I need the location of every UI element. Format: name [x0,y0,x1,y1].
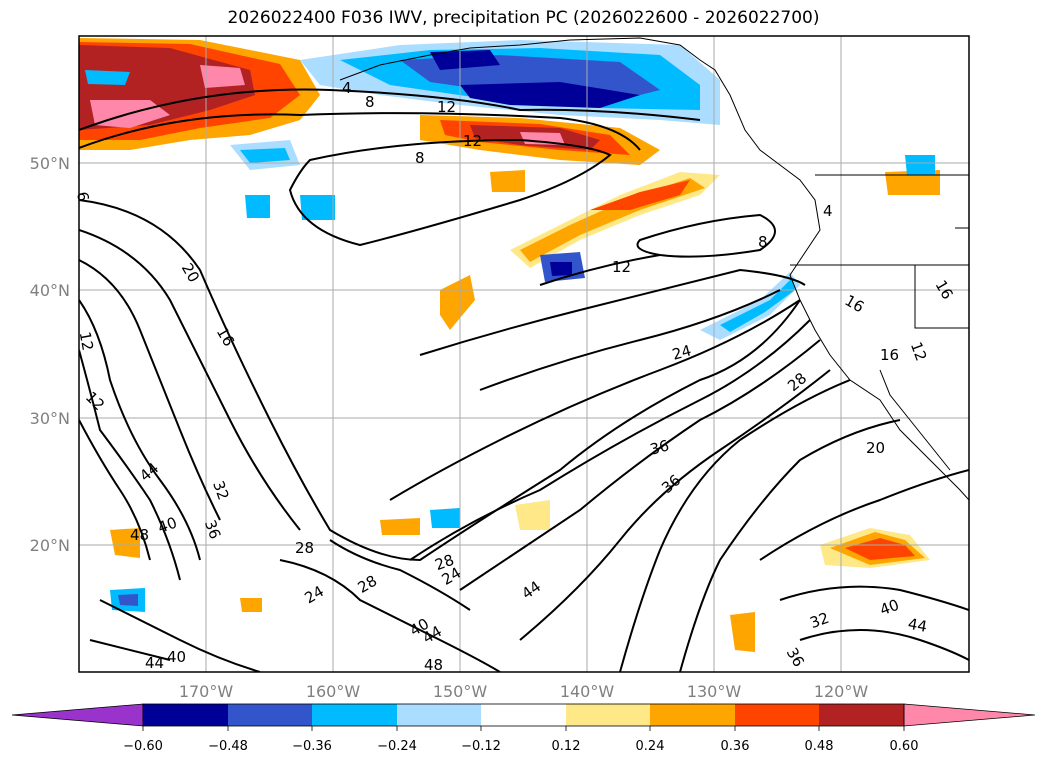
borders [914,227,969,329]
shade-coast-neg-mid [720,278,795,332]
colorbar-bin-8 [735,704,819,726]
iwv-8-north: 8 [365,93,375,111]
iwv-24-mid: 24 [670,341,693,363]
map-plot-area [79,36,969,672]
colorbar-label-036: 0.36 [721,739,750,754]
colorbar-label-048: 0.48 [805,739,834,754]
shade-east-pos [885,170,940,195]
shade-neg-patch-1b [240,148,290,163]
colorbar-label-024: 0.24 [636,739,665,754]
shade-nw-blue [85,70,130,85]
colorbar-label-012: 0.12 [552,739,581,754]
colorbar-label-neg-048: −0.48 [208,739,248,754]
shade-east-pos-2 [490,170,525,192]
iwv-28-south-c: 28 [432,551,456,574]
iwv-40-far-sw: 40 [167,648,186,666]
shade-40n-neg-strong [550,262,572,276]
iwv-8-east: 8 [758,233,768,251]
iwv-4-coast: 4 [823,202,833,220]
iwv-8-mid: 8 [415,149,425,167]
shade-mid-neg-4 [905,155,935,175]
colorbar-bin-1 [143,704,228,726]
iwv-48-west: 48 [130,526,149,544]
iwv-36-west: 36 [201,517,224,541]
coastline [339,37,969,501]
iwv-44-se: 44 [907,615,929,636]
iwv-12-north-a: 12 [437,98,456,116]
iwv-contours [79,88,969,672]
iwv-32-se: 32 [807,609,831,632]
colorbar-bin-5 [481,704,566,726]
shade-140w-pos [440,275,475,330]
lat-axis: 50°N 40°N 30°N 20°N [30,154,70,555]
shade-south-pos-2 [515,500,550,530]
shade-sw-pos [110,528,140,558]
shade-se-pos-strong [845,538,915,560]
shade-nw-pink-2 [200,65,245,88]
lon-label-150w: 150°W [433,682,488,701]
lat-label-50n: 50°N [30,154,70,173]
shade-mid-pos [380,518,420,535]
colorbar-label-060: 0.60 [890,739,919,754]
iwv-6-edge: 6 [73,190,92,203]
shade-south-pos [730,612,755,652]
iwv-4-north: 4 [342,79,352,97]
iwv-16-coast-b: 16 [880,346,899,364]
iwv-28-south-a: 28 [295,539,314,557]
colorbar-label-neg-060: −0.60 [123,739,163,754]
iwv-40-se: 40 [877,596,901,619]
iwv-12-coast: 12 [907,339,930,363]
lat-label-40n: 40°N [30,281,70,300]
shade-sw-neg-mid [118,594,138,606]
iwv-20-east: 20 [866,439,885,457]
colorbar-bin-3 [312,704,397,726]
map-frame [78,35,970,673]
iwv-12-north-b: 12 [463,132,482,150]
lon-label-120w: 120°W [814,682,869,701]
lat-label-20n: 20°N [30,536,70,555]
lon-label-130w: 130°W [687,682,742,701]
figure-title: 2026022400 F036 IWV, precipitation PC (2… [227,8,820,28]
shade-n-neg-strong-2 [430,50,500,70]
colorbar-extend-high [903,703,1036,727]
lon-label-140w: 140°W [560,682,615,701]
colorbar-ticks [142,726,905,731]
colorbar-extend-low [11,703,144,727]
iwv-48-south: 48 [424,656,443,674]
colorbar-label-neg-012: −0.12 [461,739,501,754]
shade-pos-patch-sw2 [240,598,262,612]
colorbar-bin-9 [819,704,904,726]
iwv-32-west: 32 [209,478,232,502]
colorbar-label-neg-036: −0.36 [292,739,332,754]
shade-mid-neg-3 [245,195,270,218]
iwv-36-mid-a: 36 [648,436,671,458]
shade-diag-pos-strong [590,180,690,210]
lat-label-30n: 30°N [30,409,70,428]
shade-n-neg-strong [460,82,640,108]
iwv-44-far-sw: 44 [145,654,164,672]
iwv-40-west: 40 [155,513,179,536]
colorbar: −0.60 −0.48 −0.36 −0.24 −0.12 0.12 0.24 … [11,703,1036,754]
colorbar-bin-4 [397,704,481,726]
iwv-12-far-west-a: 12 [76,330,97,352]
colorbar-label-neg-024: −0.24 [377,739,417,754]
colorbar-bin-7 [650,704,735,726]
shade-mid-neg-2 [300,195,335,220]
lon-label-170w: 170°W [179,682,234,701]
precip-shading [79,38,940,652]
gridlines [79,36,969,672]
lon-axis: 170°W 160°W 150°W 140°W 130°W 120°W [179,682,869,701]
colorbar-bin-2 [228,704,312,726]
shade-mid-neg [430,508,460,528]
iwv-12-mid: 12 [612,258,631,276]
lon-label-160w: 160°W [306,682,361,701]
colorbar-bin-6 [566,704,650,726]
